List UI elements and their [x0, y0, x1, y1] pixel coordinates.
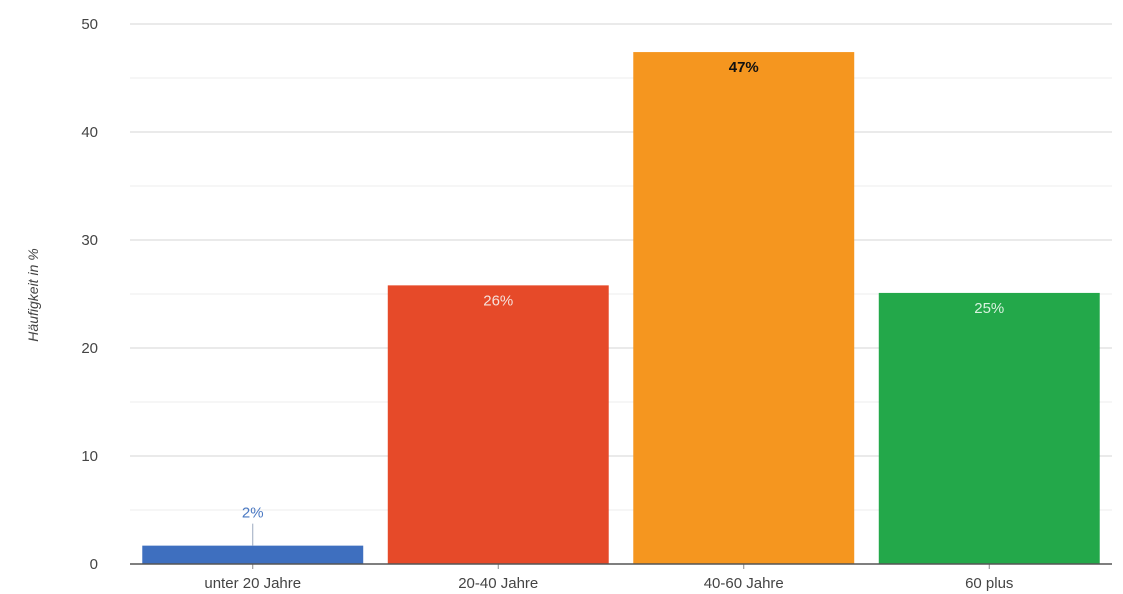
- x-tick-label: 60 plus: [965, 575, 1013, 592]
- y-tick-label: 40: [81, 124, 98, 141]
- data-labels: 2% 26% 47% 25%: [242, 59, 1004, 546]
- y-tick-label: 0: [90, 556, 98, 573]
- bar: [142, 545, 364, 564]
- bar-data-label: 26%: [483, 292, 513, 309]
- y-tick-label: 50: [81, 16, 98, 33]
- bars: [142, 52, 1100, 564]
- bar: [633, 52, 855, 564]
- x-tick-label: unter 20 Jahre: [204, 575, 301, 592]
- y-tick-label: 20: [81, 340, 98, 357]
- y-tick-label: 30: [81, 232, 98, 249]
- y-tick-label: 10: [81, 448, 98, 465]
- bar: [387, 285, 609, 564]
- bar-data-label: 47%: [729, 59, 759, 76]
- y-axis-ticks: 0 10 20 30 40 50: [81, 16, 98, 573]
- x-axis-ticks: unter 20 Jahre 20-40 Jahre 40-60 Jahre 60 p…: [204, 564, 1013, 592]
- bar: [878, 292, 1100, 564]
- x-tick-label: 20-40 Jahre: [458, 575, 538, 592]
- y-axis-title: Häufigkeit in %: [25, 248, 41, 341]
- bar-data-label: 25%: [974, 300, 1004, 317]
- x-tick-label: 40-60 Jahre: [704, 575, 784, 592]
- bar-data-label: 2%: [242, 505, 264, 522]
- gridlines: [130, 23, 1112, 511]
